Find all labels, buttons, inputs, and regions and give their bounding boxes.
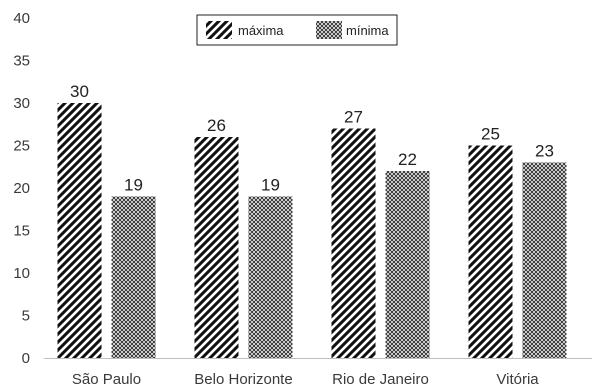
legend-box [196,14,398,46]
y-tick-label: 15 [13,223,30,240]
category-label: Belo Horizonte [194,371,292,388]
data-label: 23 [535,142,554,161]
legend-swatch-0 [206,21,232,39]
bar-máxima-0 [57,103,102,358]
y-tick-label: 5 [22,308,30,325]
bar-mínima-1 [248,196,293,358]
data-label: 22 [398,150,417,169]
x-axis: São Paulo Belo Horizonte Rio de Janeiro Vit… [44,358,592,388]
y-axis: 0 5 10 15 20 25 30 35 40 [13,10,30,367]
y-tick-label: 30 [13,95,30,112]
legend: máxima mínima [196,14,398,46]
category-label: Vitória [496,371,539,388]
bar-máxima-1 [194,137,239,358]
bar-máxima-2 [331,128,376,358]
y-tick-label: 40 [13,10,30,27]
legend-label: máxima [238,23,284,38]
data-label: 19 [124,176,143,195]
data-label: 26 [207,116,226,135]
data-label: 27 [344,108,363,127]
data-label: 19 [261,176,280,195]
data-label: 25 [481,125,500,144]
bar-máxima-3 [468,145,513,358]
y-tick-label: 10 [13,265,30,282]
bar-mínima-0 [111,196,156,358]
y-tick-label: 0 [22,350,30,367]
category-label: Rio de Janeiro [332,371,429,388]
category-label: São Paulo [72,371,141,388]
y-tick-label: 25 [13,138,30,155]
bar-mínima-3 [522,162,567,358]
bars: 30 19 26 19 27 22 25 23 [57,82,567,358]
legend-swatch-1 [316,21,342,39]
bar-mínima-2 [385,171,430,358]
legend-label: mínima [346,23,389,38]
y-tick-label: 35 [13,53,30,70]
data-label: 30 [70,82,89,101]
y-tick-label: 20 [13,180,30,197]
